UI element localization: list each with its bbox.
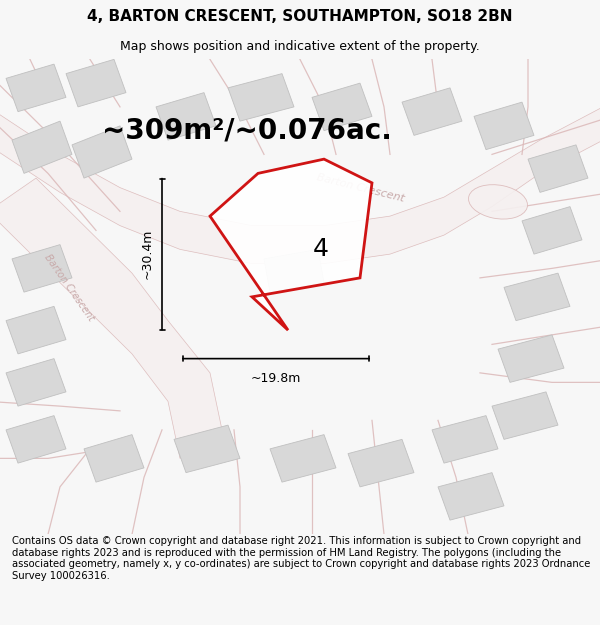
- Polygon shape: [498, 335, 564, 382]
- Text: Barton Crescent: Barton Crescent: [42, 252, 96, 322]
- Text: ~309m²/~0.076ac.: ~309m²/~0.076ac.: [102, 117, 392, 144]
- Polygon shape: [6, 416, 66, 463]
- Polygon shape: [174, 425, 240, 472]
- Polygon shape: [528, 145, 588, 192]
- Polygon shape: [264, 249, 324, 292]
- Polygon shape: [156, 92, 216, 140]
- Polygon shape: [0, 178, 222, 458]
- Polygon shape: [12, 121, 72, 173]
- Polygon shape: [504, 273, 570, 321]
- Polygon shape: [438, 472, 504, 520]
- Polygon shape: [270, 434, 336, 482]
- Polygon shape: [6, 64, 66, 112]
- Text: Contains OS data © Crown copyright and database right 2021. This information is : Contains OS data © Crown copyright and d…: [12, 536, 590, 581]
- Text: ~19.8m: ~19.8m: [251, 372, 301, 385]
- Polygon shape: [474, 102, 534, 149]
- Polygon shape: [522, 207, 582, 254]
- Text: 4: 4: [313, 238, 329, 261]
- Polygon shape: [228, 74, 294, 121]
- Text: Barton Crescent: Barton Crescent: [315, 172, 405, 203]
- Polygon shape: [432, 416, 498, 463]
- Polygon shape: [402, 88, 462, 136]
- Ellipse shape: [469, 184, 527, 219]
- Text: Map shows position and indicative extent of the property.: Map shows position and indicative extent…: [120, 40, 480, 52]
- Polygon shape: [492, 392, 558, 439]
- Polygon shape: [210, 159, 372, 330]
- Polygon shape: [312, 83, 372, 131]
- Polygon shape: [0, 102, 600, 264]
- Polygon shape: [84, 434, 144, 482]
- Polygon shape: [6, 359, 66, 406]
- Polygon shape: [66, 59, 126, 107]
- Polygon shape: [6, 306, 66, 354]
- Text: 4, BARTON CRESCENT, SOUTHAMPTON, SO18 2BN: 4, BARTON CRESCENT, SOUTHAMPTON, SO18 2B…: [87, 9, 513, 24]
- Text: ~30.4m: ~30.4m: [140, 229, 154, 279]
- Polygon shape: [348, 439, 414, 487]
- Polygon shape: [72, 126, 132, 178]
- Polygon shape: [12, 244, 72, 292]
